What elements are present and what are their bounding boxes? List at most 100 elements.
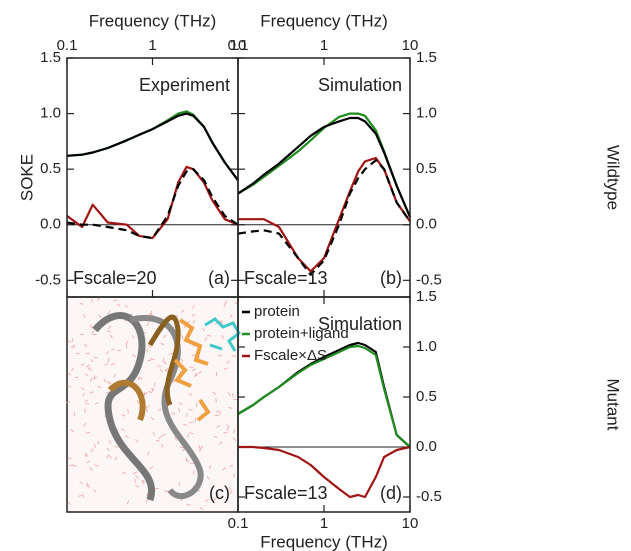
solvent-molecule <box>108 325 111 330</box>
solvent-molecule <box>80 363 85 366</box>
solvent-molecule <box>194 373 197 378</box>
annotation: Simulation <box>318 75 402 95</box>
solvent-molecule <box>228 392 231 397</box>
annotation: Simulation <box>318 314 402 334</box>
y-tick-label: 1.5 <box>416 288 437 305</box>
solvent-molecule <box>137 376 140 381</box>
solvent-molecule <box>152 431 156 436</box>
solvent-molecule <box>107 310 111 315</box>
y-tick-label: 1.0 <box>416 105 437 122</box>
solvent-molecule <box>72 465 77 467</box>
series-line <box>66 110 239 181</box>
solvent-molecule <box>219 441 223 445</box>
solvent-molecule <box>201 327 206 332</box>
solvent-molecule <box>163 360 167 365</box>
solvent-molecule <box>226 360 230 364</box>
solvent-molecule <box>168 352 173 355</box>
solvent-molecule <box>114 445 119 448</box>
solvent-molecule <box>216 424 221 428</box>
solvent-molecule <box>145 405 150 409</box>
solvent-molecule <box>113 373 116 378</box>
solvent-molecule <box>229 490 233 494</box>
solvent-molecule <box>97 440 100 445</box>
solvent-molecule <box>134 478 136 483</box>
solvent-molecule <box>145 408 149 413</box>
solvent-molecule <box>204 337 208 341</box>
plot-frame <box>237 296 411 513</box>
solvent-molecule <box>146 348 148 353</box>
solvent-molecule <box>171 412 176 415</box>
x-tick-label: 0.1 <box>57 37 78 54</box>
solvent-molecule <box>85 432 90 434</box>
structure-panel: (c) <box>66 296 241 513</box>
solvent-molecule <box>191 354 196 357</box>
solvent-molecule <box>70 429 75 433</box>
solvent-molecule <box>105 351 109 355</box>
y-tick-label: -0.5 <box>416 488 442 505</box>
image-frame <box>66 296 239 513</box>
solvent-molecule <box>183 423 188 426</box>
solvent-molecule <box>223 303 227 308</box>
series-line <box>237 344 411 448</box>
panel-label: (c) <box>209 483 230 503</box>
y-tick-label: 1.5 <box>416 49 437 66</box>
series-line <box>237 116 412 218</box>
solvent-molecule <box>116 349 122 352</box>
solvent-molecule <box>233 437 237 442</box>
solvent-molecule <box>191 313 196 317</box>
solvent-molecule <box>232 354 237 358</box>
solvent-molecule <box>226 424 230 428</box>
solvent-molecule <box>147 359 152 362</box>
solvent-molecule <box>199 445 204 450</box>
solvent-molecule <box>189 366 194 368</box>
solvent-molecule <box>79 481 84 485</box>
solvent-molecule <box>221 334 224 339</box>
series-line <box>66 165 239 240</box>
solvent-molecule <box>212 391 217 395</box>
solvent-molecule <box>109 334 113 339</box>
solvent-molecule <box>148 391 153 393</box>
solvent-molecule <box>107 357 110 362</box>
solvent-molecule <box>230 313 233 318</box>
solvent-molecule <box>71 367 75 372</box>
solvent-molecule <box>97 386 102 389</box>
solvent-molecule <box>209 465 212 470</box>
series-line <box>66 168 239 240</box>
solvent-molecule <box>90 377 93 382</box>
solvent-molecule <box>73 344 75 349</box>
annotation: Experiment <box>139 75 230 95</box>
solvent-molecule <box>125 340 129 345</box>
y-axis-label: Wildtype <box>604 145 623 210</box>
solvent-molecule <box>111 362 115 366</box>
solvent-molecule <box>90 358 94 363</box>
solvent-molecule <box>150 358 155 360</box>
solvent-molecule <box>189 432 194 435</box>
solvent-molecule <box>198 370 202 375</box>
solvent-molecule <box>135 475 139 479</box>
solvent-molecule <box>89 466 93 471</box>
solvent-molecule <box>86 460 91 464</box>
solvent-molecule <box>145 499 149 503</box>
x-tick-label: 0.1 <box>228 37 249 54</box>
solvent-molecule <box>108 440 112 445</box>
legend-label: Fscale×ΔS <box>254 347 327 364</box>
solvent-molecule <box>73 412 76 417</box>
solvent-molecule <box>228 407 233 409</box>
solvent-molecule <box>188 409 193 411</box>
solvent-molecule <box>127 408 129 413</box>
solvent-molecule <box>229 464 234 468</box>
solvent-molecule <box>132 354 136 357</box>
solvent-molecule <box>178 481 180 486</box>
solvent-molecule <box>206 475 210 480</box>
solvent-molecule <box>90 448 94 453</box>
y-tick-label: 1.0 <box>40 105 61 122</box>
solvent-molecule <box>150 416 155 421</box>
solvent-molecule <box>213 497 217 502</box>
solvent-molecule <box>67 339 71 343</box>
solvent-molecule <box>120 428 125 431</box>
solvent-molecule <box>185 459 190 463</box>
panel-label: (d) <box>380 483 402 503</box>
scale-label: Fscale=13 <box>244 268 328 288</box>
solvent-molecule <box>188 393 193 396</box>
solvent-molecule <box>93 443 96 448</box>
